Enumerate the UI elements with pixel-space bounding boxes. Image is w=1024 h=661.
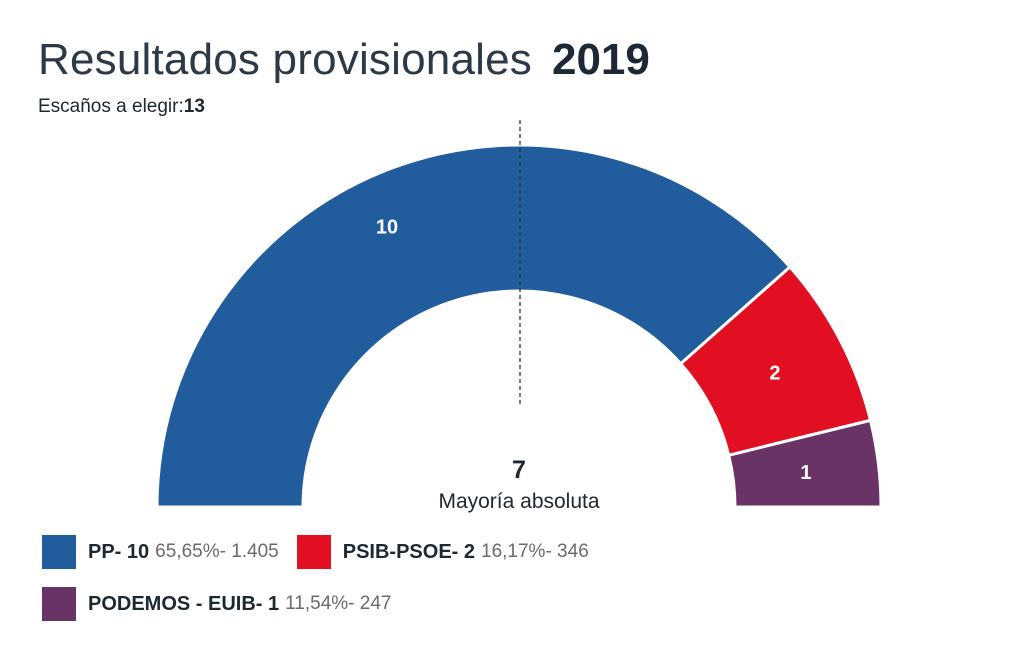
majority-label: Mayoría absoluta	[438, 490, 599, 513]
seats-to-elect: Escaños a elegir:13	[38, 96, 205, 118]
legend-party-pp: PP- 10	[88, 540, 150, 563]
legend-item-pp: PP- 10 65,65%- 1.405	[42, 535, 279, 569]
seats-label: Escaños a elegir:	[38, 96, 184, 117]
title-year: 2019	[551, 35, 650, 84]
segment-pp	[155, 143, 793, 509]
legend-row-1: PP- 10 65,65%- 1.405 PSIB-PSOE- 2 16,17%…	[42, 535, 607, 569]
title-text: Resultados provisionales	[38, 35, 532, 84]
segment-podemos	[726, 418, 883, 509]
legend-swatch-podemos	[42, 587, 76, 621]
legend-swatch-pp	[42, 535, 76, 569]
majority-value: 7	[512, 456, 526, 484]
seat-label-psib-psoe: 2	[769, 363, 780, 385]
legend-stats-podemos: 11,54%- 247	[285, 593, 392, 614]
legend-swatch-psib-psoe	[296, 535, 331, 569]
seat-label-pp: 10	[376, 217, 398, 239]
seats-value: 13	[183, 96, 205, 117]
legend-party-podemos: PODEMOS - EUIB- 1	[88, 592, 280, 615]
legend-stats-psib-psoe: 16,17%- 346	[481, 541, 589, 562]
legend-item-psib-psoe: PSIB-PSOE- 2 16,17%- 346	[296, 535, 589, 569]
seat-label-podemos: 1	[800, 462, 811, 484]
legend-party-psib-psoe: PSIB-PSOE- 2	[342, 540, 476, 563]
legend-stats-pp: 65,65%- 1.405	[155, 541, 279, 562]
legend: PP- 10 65,65%- 1.405 PSIB-PSOE- 2 16,17%…	[42, 535, 607, 639]
page-title: Resultados provisionales 2019	[38, 38, 650, 82]
legend-row-2: PODEMOS - EUIB- 1 11,54%- 247	[42, 587, 607, 621]
legend-item-podemos: PODEMOS - EUIB- 1 11,54%- 247	[42, 587, 391, 621]
